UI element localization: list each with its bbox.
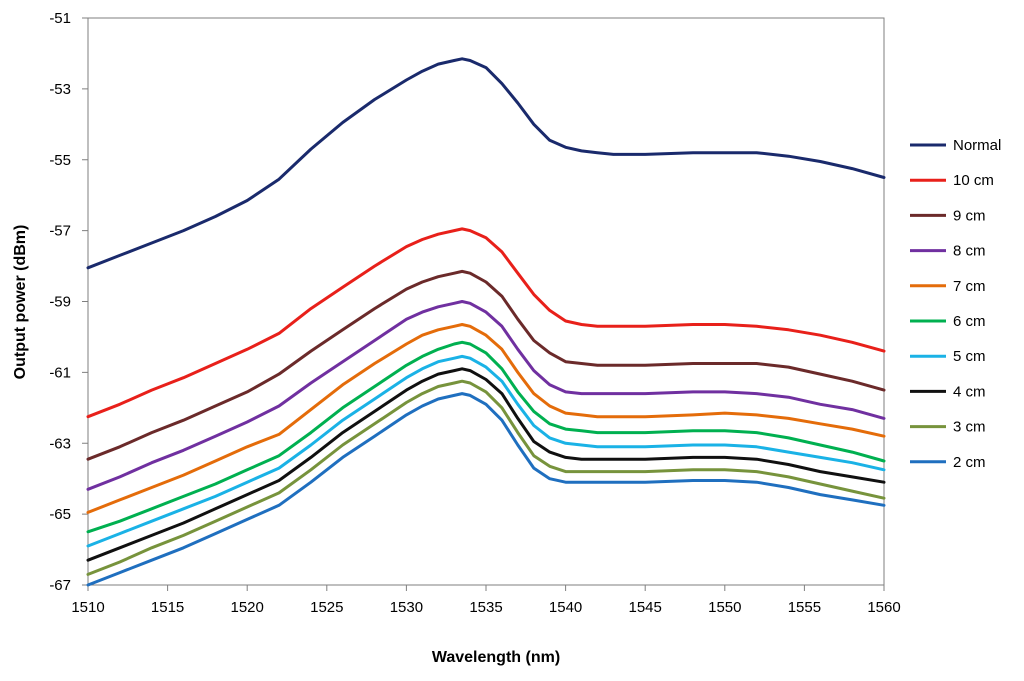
x-tick-label: 1535 xyxy=(469,599,502,616)
legend-label: Normal xyxy=(953,137,1001,154)
y-axis-title: Output power (dBm) xyxy=(12,225,29,380)
series-line xyxy=(86,367,886,562)
series-line xyxy=(86,57,886,270)
y-tick-label: -59 xyxy=(49,294,71,311)
legend-label: 9 cm xyxy=(953,207,986,224)
series-line xyxy=(86,323,886,514)
series-line xyxy=(86,379,886,576)
y-tick-label: -51 xyxy=(49,10,71,27)
series-line xyxy=(86,269,886,461)
legend-label: 7 cm xyxy=(953,278,986,295)
x-tick-label: 1515 xyxy=(151,599,184,616)
x-tick-label: 1530 xyxy=(390,599,423,616)
x-axis-title: Wavelength (nm) xyxy=(432,649,560,666)
x-tick-label: 1550 xyxy=(708,599,741,616)
y-tick-label: -57 xyxy=(49,223,71,240)
y-tick-label: -55 xyxy=(49,152,71,169)
y-tick-label: -65 xyxy=(49,506,71,523)
legend-label: 6 cm xyxy=(953,313,986,330)
y-tick-label: -63 xyxy=(49,435,71,452)
y-tick-label: -67 xyxy=(49,577,71,594)
legend-label: 2 cm xyxy=(953,454,986,471)
series-line xyxy=(86,227,886,419)
legend-label: 3 cm xyxy=(953,419,986,436)
legend-label: 8 cm xyxy=(953,243,986,260)
legend-label: 10 cm xyxy=(953,172,994,189)
x-tick-label: 1520 xyxy=(231,599,264,616)
x-tick-label: 1540 xyxy=(549,599,582,616)
series-layer xyxy=(86,57,886,587)
y-axis: -67 -65 -63 -61 -59 -57 -55 -53 -51 xyxy=(49,10,88,594)
x-tick-label: 1560 xyxy=(867,599,900,616)
x-tick-label: 1545 xyxy=(629,599,662,616)
series-line xyxy=(86,392,886,587)
legend: Normal 10 cm 9 cm 8 cm 7 cm 6 cm 5 cm 4 cm 3 cm 2… xyxy=(910,137,1001,471)
series-line xyxy=(86,300,886,491)
series-line xyxy=(86,354,886,548)
legend-label: 5 cm xyxy=(953,348,986,365)
x-tick-label: 1510 xyxy=(71,599,104,616)
legend-label: 4 cm xyxy=(953,383,986,400)
x-tick-label: 1525 xyxy=(310,599,343,616)
series-line xyxy=(86,340,886,534)
x-axis: 1510 1515 1520 1525 1530 1535 1540 1545 1550 1555… xyxy=(71,585,901,616)
y-tick-label: -53 xyxy=(49,81,71,98)
y-tick-label: -61 xyxy=(49,364,71,381)
x-tick-label: 1555 xyxy=(788,599,821,616)
